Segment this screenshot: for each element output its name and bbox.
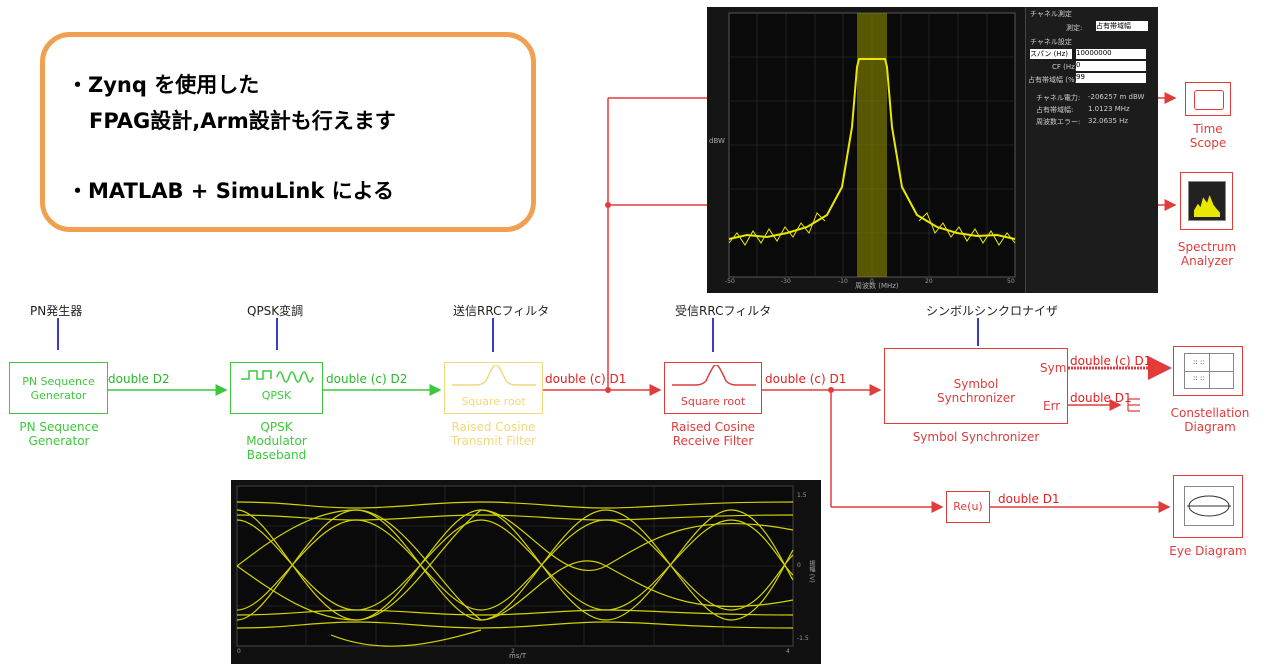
title-qpsk: QPSK変調 bbox=[247, 304, 304, 318]
eye-icon bbox=[1184, 486, 1234, 526]
spectrum-xtick: -50 bbox=[725, 278, 735, 285]
eye-diagram-caption: Eye Diagram bbox=[1169, 544, 1247, 558]
eye-xlabel: ms/T bbox=[509, 652, 527, 660]
constellation-icon: :: :: :: :: bbox=[1184, 353, 1234, 389]
sync-port-sym: Sym bbox=[1040, 361, 1067, 375]
title-symbol-sync: シンボルシンクロナイザ bbox=[926, 304, 1059, 318]
eye-diagram-window: 1.5 0 -1.5 ms/T 振幅 (V) 0 2 4 bbox=[231, 480, 821, 664]
reu-text: Re(u) bbox=[953, 500, 983, 513]
signal-label-4: double (c) D1 bbox=[765, 372, 847, 386]
result-3-label: 周波数エラー: bbox=[1036, 118, 1081, 126]
eye-ytick: 1.5 bbox=[797, 492, 807, 499]
signal-label-5: double (c) D1 bbox=[1070, 354, 1152, 368]
eye-xtick: 2 bbox=[511, 648, 515, 655]
time-scope-block[interactable] bbox=[1185, 82, 1231, 116]
scope-screen-icon bbox=[1194, 90, 1224, 110]
spectrum-plot bbox=[728, 12, 1016, 278]
callout-line-1: ・Zynq を使用した bbox=[67, 73, 260, 97]
spectrum-xtick: 50 bbox=[1007, 278, 1015, 285]
tx-filter-text: Square root bbox=[461, 395, 526, 408]
sync-block-text: Symbol Synchronizer bbox=[936, 377, 1016, 405]
title-pn: PN発生器 bbox=[30, 304, 83, 318]
symbol-synchronizer-block[interactable]: Symbol Synchronizer Sym Err bbox=[884, 348, 1068, 424]
rx-filter-caption: Raised Cosine Receive Filter bbox=[670, 420, 756, 448]
qpsk-caption: QPSK Modulator Baseband bbox=[246, 420, 307, 462]
callout-line-3: ・MATLAB + SimuLink による bbox=[67, 179, 395, 203]
cf-label: CF (Hz): bbox=[1052, 63, 1080, 71]
obw-input[interactable]: 99 bbox=[1076, 73, 1146, 83]
tx-filter-caption: Raised Cosine Transmit Filter bbox=[451, 420, 536, 448]
rx-filter-text: Square root bbox=[680, 395, 746, 408]
constellation-caption: Constellation Diagram bbox=[1170, 406, 1250, 434]
spectrum-xtick: 0 bbox=[870, 278, 874, 285]
sync-port-err: Err bbox=[1043, 399, 1061, 413]
spectrum-analyzer-window: 周波数 (MHz) dBW -50 -30 -10 0 20 50 チャネル測定… bbox=[707, 7, 1158, 293]
signal-label-7: double D1 bbox=[998, 492, 1060, 506]
time-scope-caption: Time Scope bbox=[1189, 122, 1227, 150]
pn-generator-block[interactable]: PN Sequence Generator bbox=[9, 362, 108, 414]
eye-diagram-block[interactable] bbox=[1173, 475, 1243, 538]
eye-plot bbox=[236, 485, 794, 647]
eye-xtick: 4 bbox=[786, 648, 790, 655]
spectrum-caption: Spectrum Analyzer bbox=[1177, 240, 1237, 268]
signal-label-1: double D2 bbox=[108, 372, 170, 386]
span-input[interactable]: 10000000 bbox=[1076, 49, 1146, 59]
spectrum-xtick: 20 bbox=[925, 278, 933, 285]
signal-label-6: double D1 bbox=[1070, 391, 1132, 405]
signal-label-2: double (c) D2 bbox=[326, 372, 408, 386]
obw-label: 占有帯域幅 (%): bbox=[1028, 76, 1080, 84]
eye-ytick: 0 bbox=[797, 562, 801, 569]
channel-measurement-panel: チャネル測定 測定: 占有帯域幅 チャネル設定 スパン (Hz) 1000000… bbox=[1025, 7, 1158, 293]
signal-label-3: double (c) D1 bbox=[545, 372, 627, 386]
result-1-value: -206257 m dBW bbox=[1088, 93, 1145, 101]
pn-block-text: PN Sequence Generator bbox=[22, 375, 95, 402]
eye-xtick: 0 bbox=[237, 648, 241, 655]
result-1-label: チャネル電力: bbox=[1036, 94, 1081, 102]
spectrum-xtick: -30 bbox=[781, 278, 791, 285]
result-2-value: 1.0123 MHz bbox=[1088, 105, 1130, 113]
rrc-tx-icon bbox=[452, 365, 536, 386]
measure-select[interactable]: 占有帯域幅 bbox=[1096, 21, 1148, 31]
title-tx-filter: 送信RRCフィルタ bbox=[453, 304, 550, 318]
spectrum-xtick: -10 bbox=[838, 278, 848, 285]
rx-filter-block[interactable]: Square root bbox=[664, 362, 762, 414]
rrc-rx-icon bbox=[672, 365, 756, 386]
cf-input[interactable]: 0 bbox=[1076, 61, 1146, 71]
spectrum-analyzer-block[interactable] bbox=[1180, 172, 1233, 230]
real-part-block[interactable]: Re(u) bbox=[946, 491, 990, 523]
qpsk-modulator-block[interactable]: QPSK bbox=[230, 362, 323, 414]
result-2-label: 占有帯域幅: bbox=[1036, 106, 1074, 114]
channel-settings-label: チャネル設定 bbox=[1030, 38, 1072, 46]
constellation-block[interactable]: :: :: :: :: bbox=[1173, 346, 1243, 396]
spectrum-ylabel: dBW bbox=[709, 137, 725, 145]
qpsk-block-text: QPSK bbox=[261, 389, 292, 402]
eye-ytick: -1.5 bbox=[797, 635, 809, 642]
callout-line-2: FPAG設計,Arm設計も行えます bbox=[89, 109, 396, 133]
result-3-value: 32.0635 Hz bbox=[1088, 117, 1129, 125]
spectrum-icon bbox=[1188, 181, 1226, 221]
eye-ylabel: 振幅 (V) bbox=[808, 560, 815, 583]
measure-label: 測定: bbox=[1066, 24, 1083, 32]
callout-box: ・Zynq を使用した FPAG設計,Arm設計も行えます ・MATLAB + … bbox=[40, 32, 536, 232]
spectrum-xlabel: 周波数 (MHz) bbox=[855, 282, 899, 290]
tx-filter-block[interactable]: Square root bbox=[444, 362, 543, 414]
qpsk-waveform-icon bbox=[241, 370, 314, 383]
pn-caption: PN Sequence Generator bbox=[19, 420, 99, 448]
span-select[interactable]: スパン (Hz) bbox=[1030, 49, 1072, 59]
title-rx-filter: 受信RRCフィルタ bbox=[675, 304, 772, 318]
sync-caption: Symbol Synchronizer bbox=[912, 430, 1040, 444]
channel-panel-title: チャネル測定 bbox=[1030, 10, 1072, 18]
